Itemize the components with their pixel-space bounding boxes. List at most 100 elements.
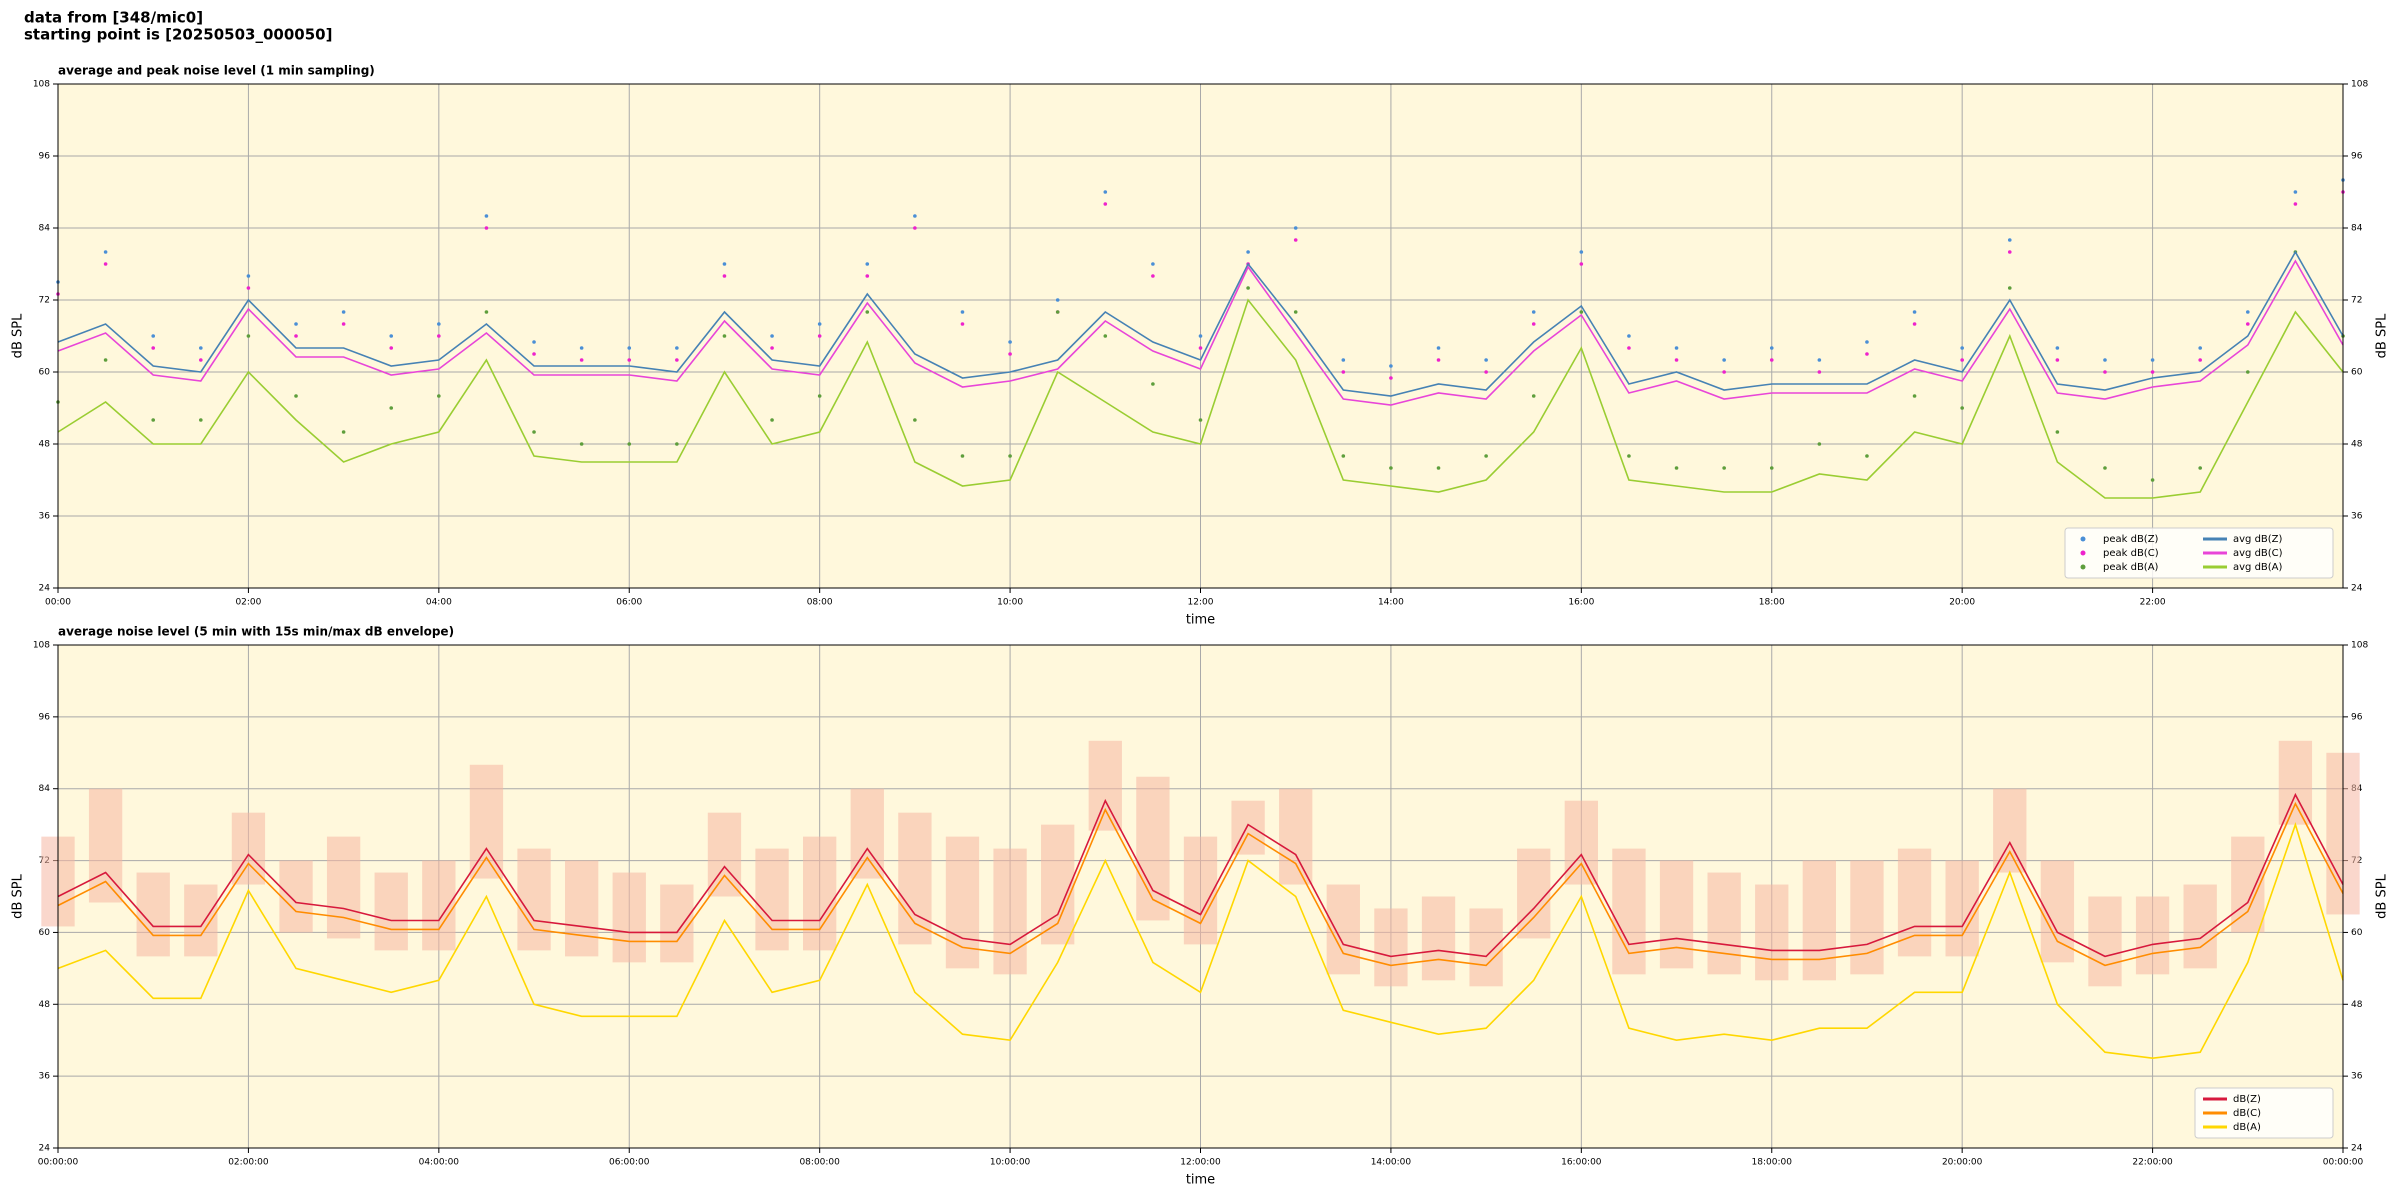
y-tick-label: 48 — [2351, 440, 2363, 450]
peak-point — [1436, 358, 1441, 362]
envelope-band — [1707, 872, 1741, 975]
peak-point — [1817, 358, 1822, 362]
envelope-band — [1993, 788, 2027, 873]
envelope-band — [1517, 848, 1551, 939]
header-line: starting point is [20250503_000050] — [24, 26, 332, 44]
x-tick-label: 16:00 — [1568, 598, 1594, 608]
peak-point — [1531, 310, 1536, 314]
peak-point — [579, 346, 584, 350]
peak-point — [627, 346, 632, 350]
chart-panel: average and peak noise level (1 min samp… — [11, 64, 2390, 628]
peak-point — [151, 334, 156, 338]
peak-point — [1198, 346, 1203, 350]
peak-point — [1198, 334, 1203, 338]
peak-point — [103, 262, 108, 266]
peak-point — [532, 430, 536, 434]
peak-point — [1198, 418, 1203, 422]
peak-point — [1674, 346, 1679, 350]
y-tick-label: 48 — [39, 1000, 51, 1010]
peak-point — [1912, 322, 1917, 326]
x-tick-label: 08:00 — [807, 598, 833, 608]
y-tick-label: 96 — [39, 712, 51, 722]
envelope-band — [1755, 884, 1789, 981]
x-tick-label: 18:00 — [1759, 598, 1785, 608]
x-tick-label: 20:00:00 — [1942, 1158, 1983, 1168]
peak-point — [484, 226, 489, 230]
envelope-band — [1421, 896, 1456, 981]
y-tick-label: 60 — [39, 928, 51, 938]
peak-point — [1769, 466, 1774, 470]
peak-point — [1531, 394, 1536, 398]
legend-label: avg dB(A) — [2233, 562, 2283, 573]
peak-point — [1484, 454, 1488, 458]
envelope-band — [803, 836, 837, 951]
peak-point — [246, 274, 251, 278]
legend-label: dB(A) — [2233, 1122, 2261, 1133]
peak-point — [865, 310, 870, 314]
envelope-band — [898, 812, 932, 945]
peak-point — [865, 274, 870, 278]
peak-point — [532, 340, 536, 344]
peak-point — [913, 226, 917, 230]
peak-point — [2293, 202, 2298, 206]
x-tick-label: 06:00:00 — [609, 1158, 650, 1168]
peak-point — [1579, 310, 1584, 314]
legend-label: avg dB(C) — [2233, 548, 2283, 559]
peak-point — [1579, 250, 1584, 254]
peak-point — [2245, 310, 2250, 314]
peak-point — [770, 334, 774, 338]
peak-point — [2103, 466, 2107, 470]
peak-point — [341, 322, 346, 326]
peak-point — [913, 214, 917, 218]
x-tick-label: 16:00:00 — [1561, 1158, 1602, 1168]
peak-point — [1341, 358, 1346, 362]
y-tick-label: 36 — [39, 1072, 51, 1082]
peak-point — [770, 346, 774, 350]
peak-point — [2245, 322, 2250, 326]
y-tick-label: 24 — [39, 1144, 51, 1154]
plot-border — [57, 83, 2344, 589]
peak-point — [1103, 334, 1108, 338]
x-tick-label: 00:00 — [45, 598, 71, 608]
y-tick-label: 84 — [39, 224, 51, 234]
peak-point — [1865, 340, 1869, 344]
envelope-band — [1469, 908, 1503, 987]
x-tick-label: 04:00:00 — [419, 1158, 460, 1168]
y-tick-label: 48 — [39, 440, 51, 450]
legend-box — [2064, 527, 2334, 579]
envelope-band — [1612, 848, 1646, 975]
envelope-band — [374, 872, 408, 951]
peak-point — [2007, 250, 2012, 254]
y-tick-label: 108 — [33, 641, 50, 651]
peak-point — [1722, 358, 1726, 362]
legend-label: dB(C) — [2233, 1108, 2261, 1119]
series-line — [57, 822, 2344, 1060]
x-tick-label: 18:00:00 — [1752, 1158, 1793, 1168]
peak-point — [960, 454, 965, 458]
legend-marker — [2080, 550, 2086, 556]
envelope-band — [2183, 884, 2217, 969]
peak-point — [1865, 352, 1869, 356]
envelope-band — [993, 848, 1027, 975]
y-tick-label: 72 — [2351, 296, 2362, 306]
peak-point — [960, 322, 965, 326]
envelope-band — [1945, 860, 1979, 957]
envelope-band — [1279, 788, 1313, 885]
y-tick-label: 60 — [2351, 368, 2363, 378]
chart-panel: average noise level (5 min with 15s min/… — [11, 625, 2390, 1188]
series-line — [57, 298, 2344, 499]
peak-point — [1103, 202, 1108, 206]
y-tick-label: 36 — [39, 512, 51, 522]
peak-point — [2055, 430, 2060, 434]
peak-point — [1817, 442, 1822, 446]
peak-point — [817, 334, 822, 338]
envelope-band — [945, 836, 980, 969]
legend-marker — [2080, 536, 2086, 542]
peak-point — [675, 346, 679, 350]
y-axis-label: dB SPL — [11, 873, 26, 918]
x-tick-label: 20:00 — [1949, 598, 1975, 608]
y-tick-label: 72 — [39, 296, 50, 306]
peak-point — [960, 310, 965, 314]
x-tick-label: 00:00:00 — [38, 1158, 79, 1168]
